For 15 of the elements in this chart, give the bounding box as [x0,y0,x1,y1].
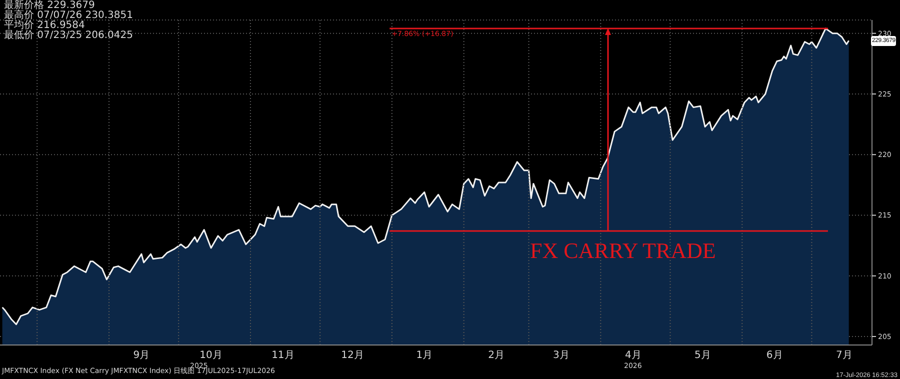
x-tick-label: 12月 [341,350,364,362]
x-tick-label: 9月 [133,350,150,362]
annotation: 最高价 07/07/26 230.3851 [4,10,133,21]
x-tick-label: 10月 [200,350,222,362]
x-tick-label: 3月 [553,350,570,362]
annotation: 最低价 07/23/25 206.0425 [4,30,133,41]
x-tick-label: 4月 [624,350,642,362]
x-tick-label: 6月 [766,350,783,362]
x-tick-label: 11月 [272,350,294,362]
annotation: 平均价 216.9584 [4,20,85,31]
x-tick-label: 2月 [488,350,504,362]
x-tick-label: 7月 [836,350,852,362]
x-tick-label: 5月 [694,350,711,362]
x-tick-label: 1月 [416,350,433,362]
annotation: FX CARRY TRADE [530,238,716,263]
